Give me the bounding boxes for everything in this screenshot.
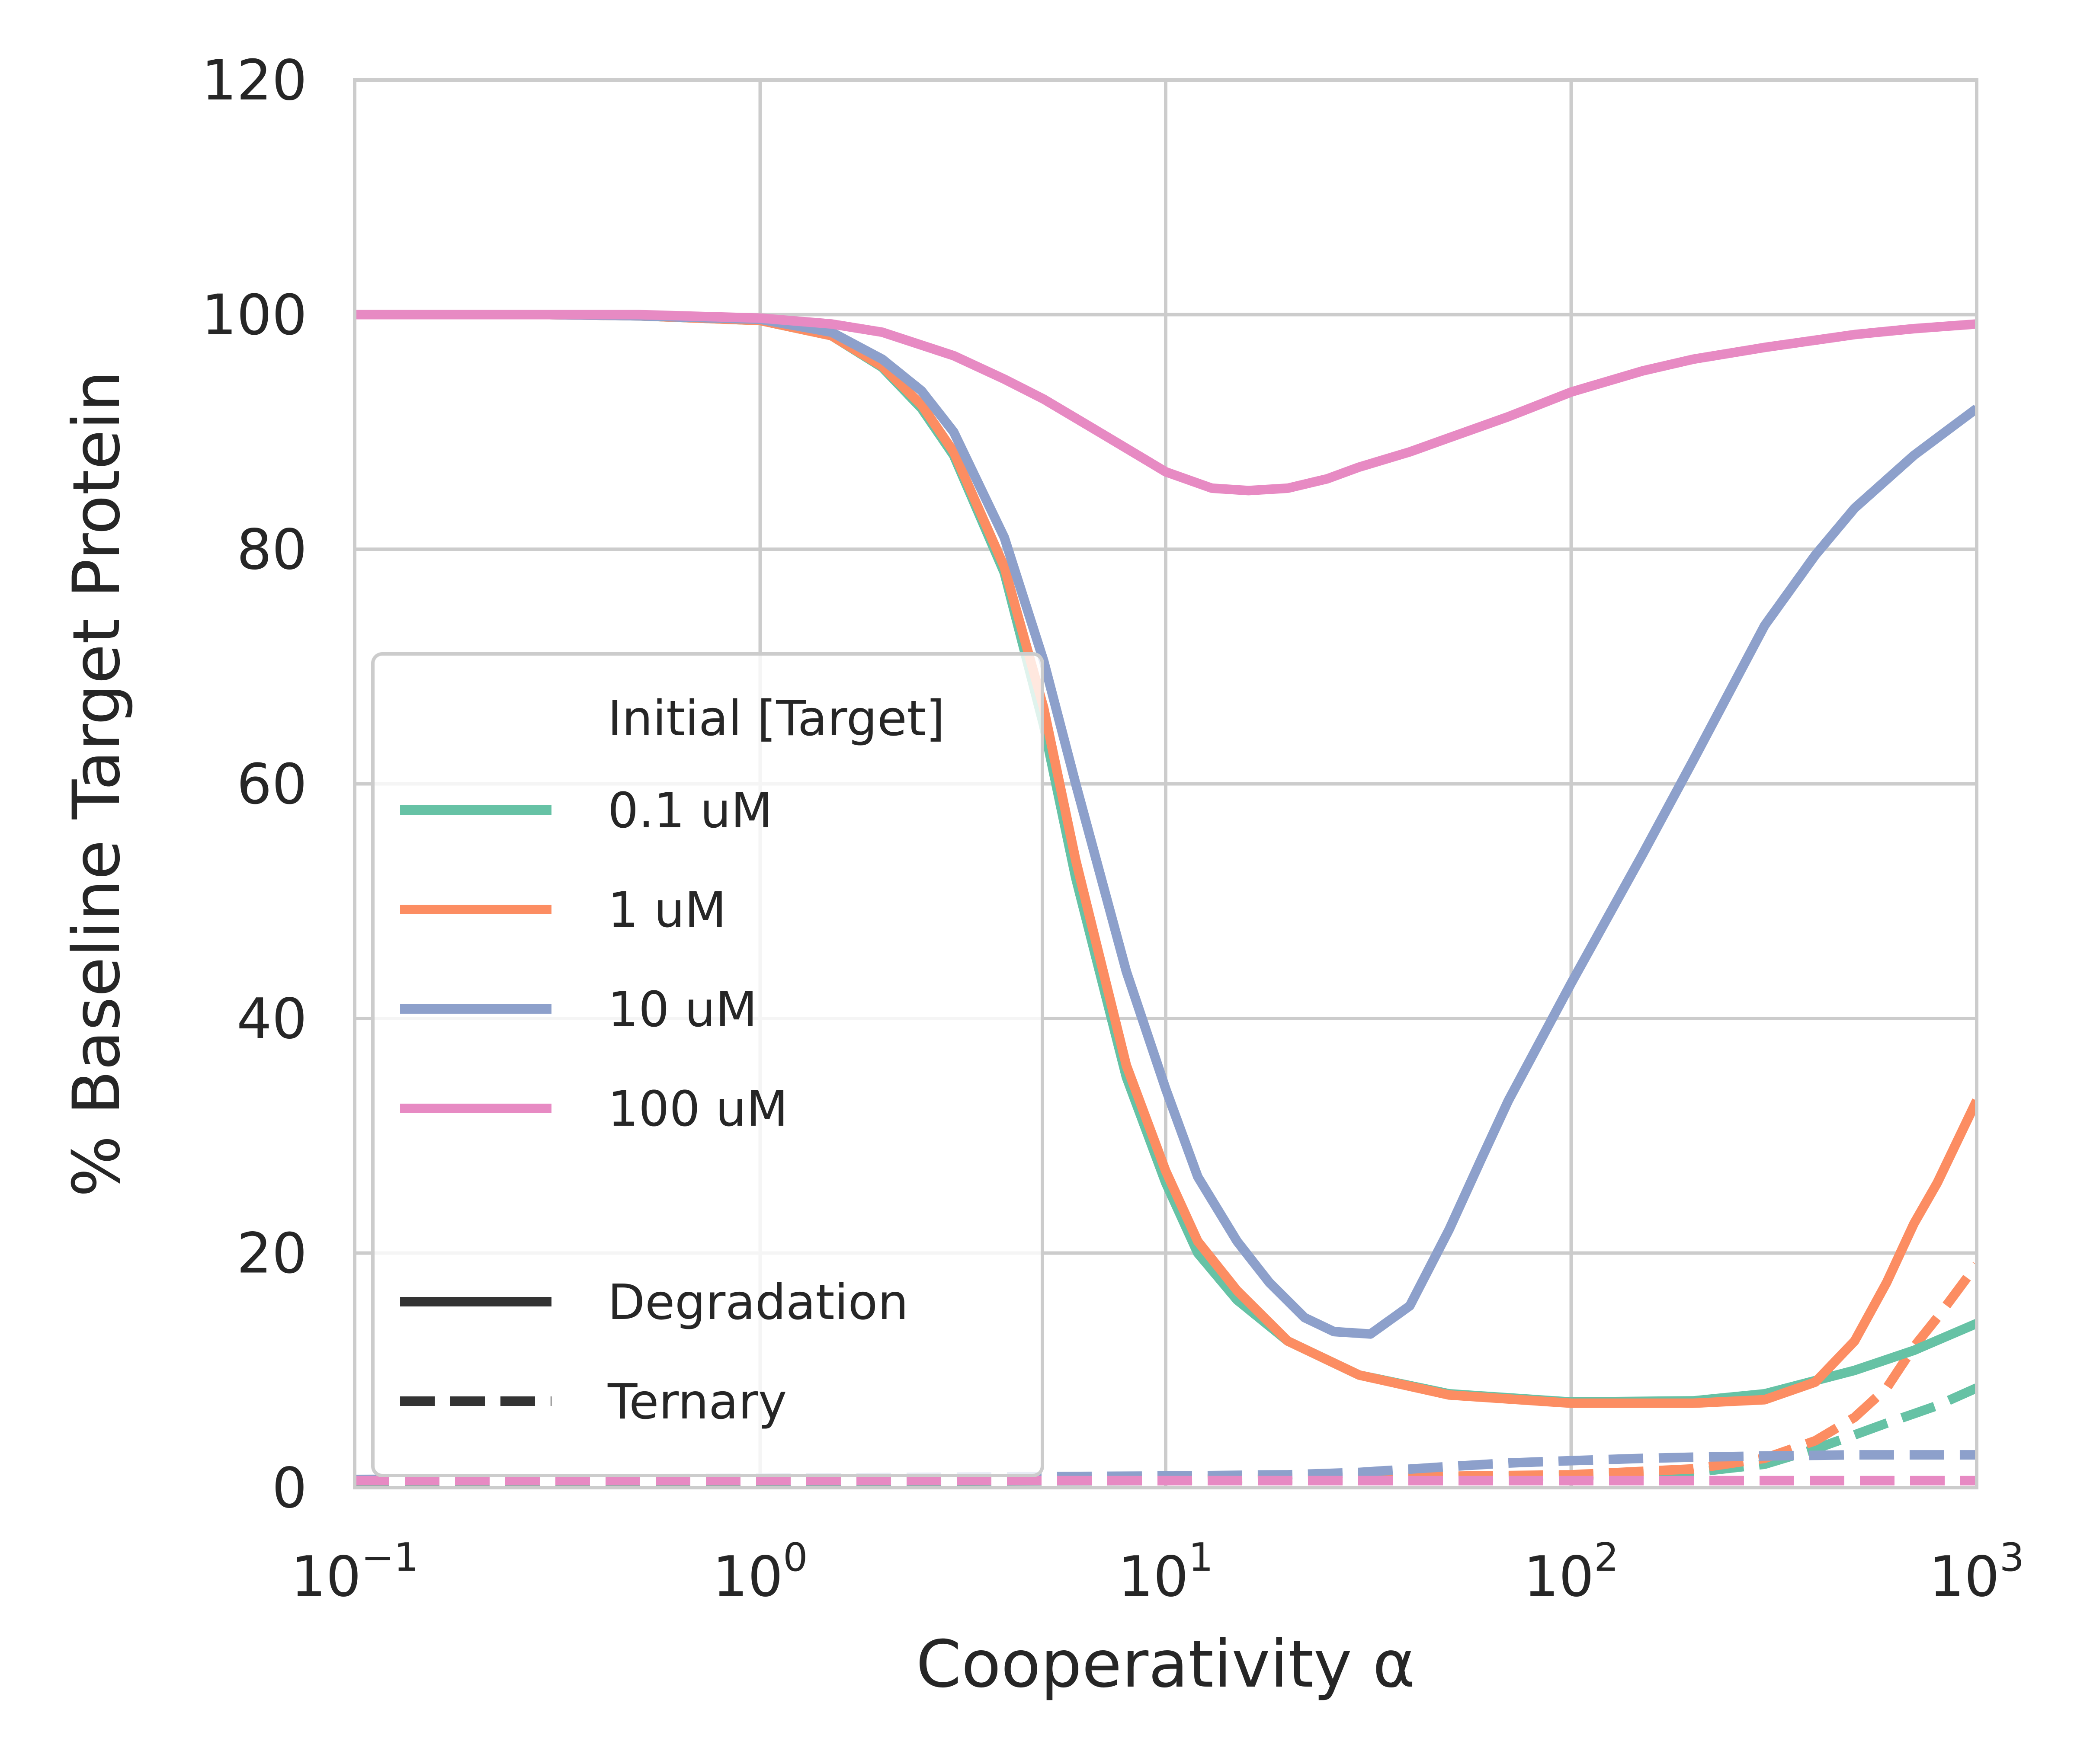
legend: Initial [Target] 0.1 uM 1 uM 10 uM 100 uM De…	[371, 652, 1044, 1477]
y-tick-label: 60	[237, 752, 307, 817]
series-line-10-um-degradation	[355, 310, 1977, 1339]
series-line-100-um-degradation	[355, 310, 1977, 496]
legend-title: Initial [Target]	[608, 691, 945, 747]
legend-label: 100 uM	[608, 1081, 788, 1137]
y-tick-label: 100	[202, 283, 307, 348]
legend-style-label: Degradation	[608, 1274, 908, 1331]
legend-box	[371, 652, 1044, 1477]
legend-style-label: Ternary	[607, 1374, 787, 1430]
x-axis-title: Cooperativity α	[916, 1627, 1415, 1702]
legend-label: 1 uM	[608, 882, 726, 938]
y-tick-label: 0	[272, 1456, 307, 1521]
y-tick-label: 40	[237, 987, 307, 1051]
y-axis-title: % Baseline Target Protein	[59, 371, 135, 1197]
legend-label: 0.1 uM	[608, 783, 773, 839]
x-tick-label: 101	[1118, 1535, 1213, 1609]
x-tick-label: 103	[1929, 1535, 2024, 1609]
x-tick-label: 102	[1523, 1535, 1619, 1609]
y-tick-label: 20	[237, 1222, 307, 1286]
y-tick-labels: 0 20 40 60 80 100 120	[202, 48, 307, 1521]
plot-frame	[353, 78, 1978, 1489]
y-tick-label: 80	[237, 518, 307, 582]
x-tick-label: 100	[712, 1535, 808, 1609]
series-line-1-um-ternary	[355, 1262, 1977, 1485]
y-tick-label: 120	[202, 48, 307, 113]
legend-label: 10 uM	[608, 982, 757, 1038]
x-tick-label: 10−1	[291, 1535, 419, 1609]
x-tick-labels: 10−1 100 101 102 103	[291, 1535, 2024, 1609]
